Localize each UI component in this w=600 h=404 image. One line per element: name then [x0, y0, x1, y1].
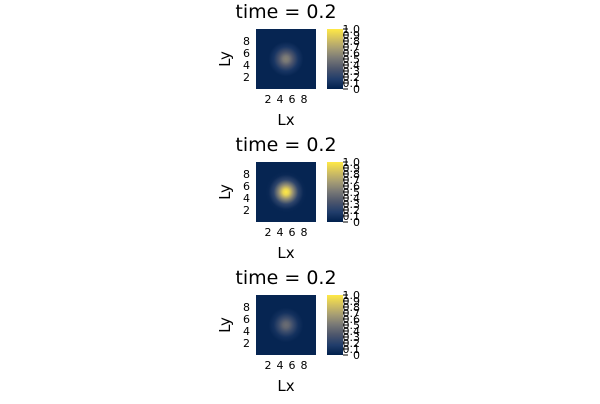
colorbar-tick-label: 1.0 — [343, 23, 361, 36]
colorbar — [327, 162, 343, 222]
y-tick-label: 2 — [243, 71, 250, 84]
colorbar-tick-label: 0 — [353, 216, 360, 229]
colorbar-tick-label: 1.0 — [343, 289, 361, 302]
colorbar-tick-label: 0.3 — [343, 331, 361, 344]
y-tick-label: 4 — [243, 192, 250, 205]
colorbar-tick-label: 1.0 — [343, 156, 361, 169]
colorbar-tick-label: 0.2 — [343, 204, 361, 217]
colorbar-tick-label: 0.1 — [343, 343, 361, 356]
y-axis-label: Ly — [216, 51, 234, 67]
x-tick-label: 2 — [265, 359, 272, 372]
colorbar-tick-label: 0.1 — [343, 77, 361, 90]
colorbar-tick-label: 0.9 — [343, 29, 361, 42]
x-tick-label: 6 — [289, 93, 296, 106]
y-tick-label: 6 — [243, 313, 250, 326]
colorbar-tick-label: 0.3 — [343, 65, 361, 78]
x-tick-label: 8 — [301, 359, 308, 372]
colorbar-tick-label: 0.7 — [343, 174, 361, 187]
colorbar-tick-label: 0 — [353, 83, 360, 96]
colorbar-tick-label: 0.5 — [343, 53, 361, 66]
colorbar-tick-label: 0.9 — [343, 295, 361, 308]
panel-title: time = 0.2 — [235, 134, 336, 156]
colorbar-tick-label: 0.3 — [343, 198, 361, 211]
colorbar-tick-label: 0.4 — [343, 325, 361, 338]
colorbar — [327, 295, 343, 355]
panel-title: time = 0.2 — [235, 267, 336, 289]
colorbar-tick-label: 0.2 — [343, 71, 361, 84]
colorbar-tick-label: 0.6 — [343, 47, 361, 60]
heatmap-panel-3: time = 0.2 Lx Ly 2 4 6 8246800.10.20.30.40.… — [216, 267, 360, 395]
y-tick-label: 2 — [243, 204, 250, 217]
y-tick-label: 6 — [243, 180, 250, 193]
x-tick-label: 4 — [277, 93, 284, 106]
x-tick-label: 2 — [265, 226, 272, 239]
y-tick-label: 4 — [243, 59, 250, 72]
colorbar-tick-label: 0.4 — [343, 59, 361, 72]
colorbar-tick-label: 0.6 — [343, 180, 361, 193]
colorbar-tick-label: 0 — [353, 349, 360, 362]
x-tick-label: 8 — [301, 226, 308, 239]
y-tick-label: 6 — [243, 47, 250, 60]
y-axis-label: Ly — [216, 317, 234, 333]
y-axis-label: Ly — [216, 184, 234, 200]
colorbar-tick-label: 0.7 — [343, 41, 361, 54]
colorbar-tick-label: 0.8 — [343, 301, 361, 314]
x-tick-label: 6 — [289, 226, 296, 239]
x-axis-label: Lx — [277, 111, 294, 129]
colorbar-tick-label: 0.5 — [343, 319, 361, 332]
x-tick-label: 8 — [301, 93, 308, 106]
colorbar-tick-label: 0.7 — [343, 307, 361, 320]
x-tick-label: 4 — [277, 226, 284, 239]
x-tick-label: 6 — [289, 359, 296, 372]
x-tick-label: 4 — [277, 359, 284, 372]
heatmap-peak — [265, 171, 307, 213]
y-tick-label: 4 — [243, 325, 250, 338]
y-tick-label: 2 — [243, 337, 250, 350]
heatmap-panel-1: time = 0.2 Lx Ly 2 4 6 8246800.10.20.30.40.… — [216, 1, 360, 129]
colorbar-tick-label: 0.5 — [343, 186, 361, 199]
colorbar-tick-label: 0.2 — [343, 337, 361, 350]
x-axis-label: Lx — [277, 377, 294, 395]
colorbar-tick-label: 0.4 — [343, 192, 361, 205]
y-tick-label: 8 — [243, 168, 250, 181]
y-tick-label: 8 — [243, 301, 250, 314]
heatmap-panel-2: time = 0.2 Lx Ly 2 4 6 8246800.10.20.30.40.… — [216, 134, 360, 262]
y-tick-label: 8 — [243, 35, 250, 48]
colorbar-tick-label: 0.8 — [343, 168, 361, 181]
colorbar-tick-label: 0.8 — [343, 35, 361, 48]
heatmap-peak — [265, 38, 307, 80]
x-axis-label: Lx — [277, 244, 294, 262]
x-tick-label: 2 — [265, 93, 272, 106]
heatmap-peak — [265, 304, 307, 346]
colorbar-tick-label: 0.9 — [343, 162, 361, 175]
colorbar-tick-label: 0.6 — [343, 313, 361, 326]
colorbar — [327, 29, 343, 89]
colorbar-tick-label: 0.1 — [343, 210, 361, 223]
panel-title: time = 0.2 — [235, 1, 336, 23]
